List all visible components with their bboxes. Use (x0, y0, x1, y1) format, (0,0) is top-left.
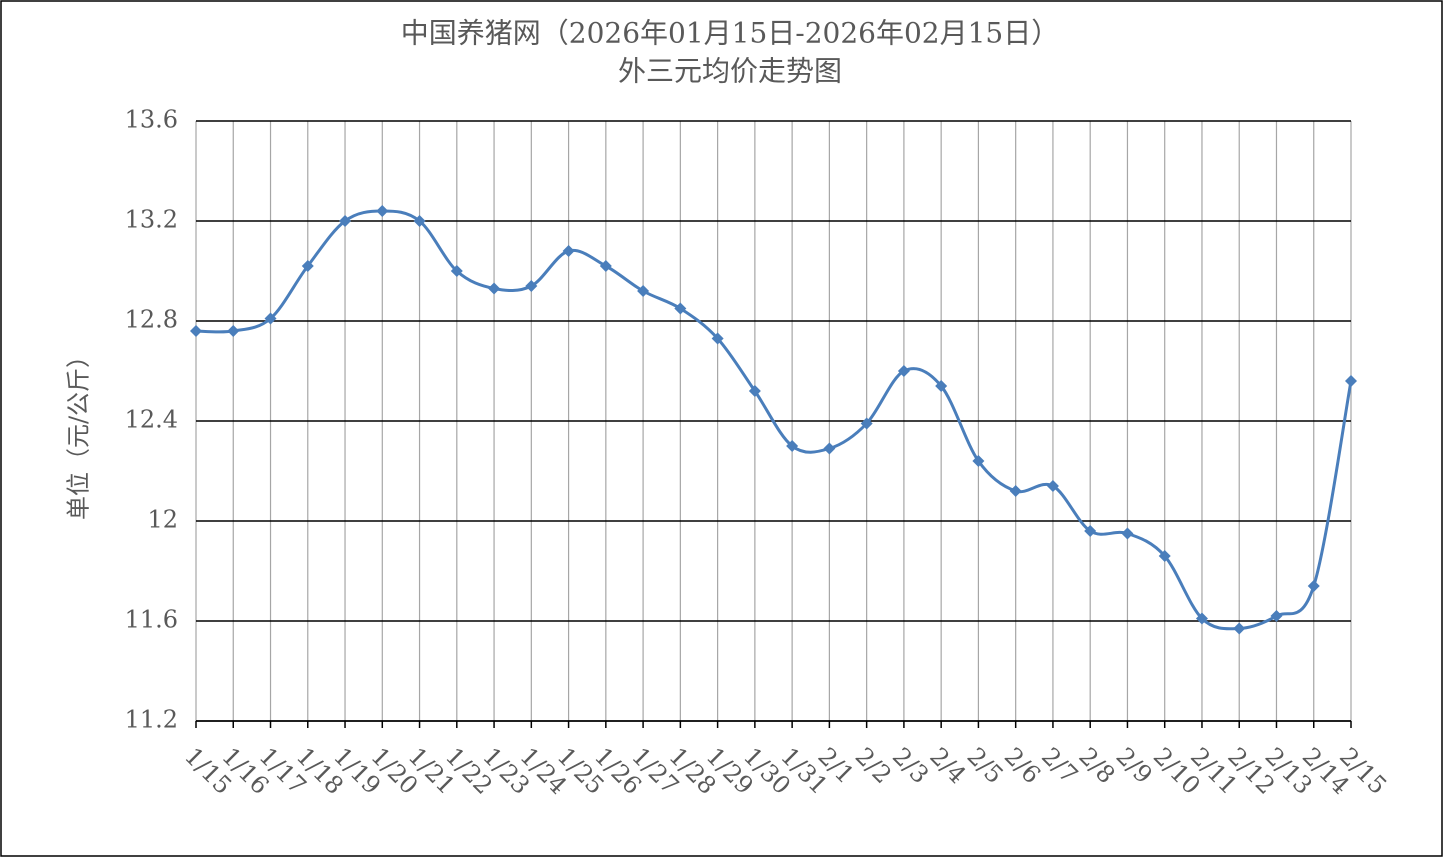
point (1345, 375, 1357, 387)
point (1233, 622, 1246, 635)
y-tick-label: 12.4 (125, 406, 178, 434)
point (1195, 612, 1208, 625)
point (1270, 610, 1283, 622)
point (748, 385, 761, 397)
y-tick-label: 11.6 (125, 606, 178, 634)
point (972, 455, 985, 467)
point (227, 325, 240, 337)
point (935, 380, 948, 392)
point (1084, 525, 1097, 537)
point (1046, 480, 1059, 492)
point (190, 325, 202, 337)
point (786, 440, 799, 452)
point (562, 245, 575, 257)
point (823, 442, 836, 455)
point (674, 302, 687, 315)
y-tick-label: 11.2 (125, 706, 178, 734)
point (1158, 550, 1171, 562)
point (1307, 580, 1320, 592)
point (637, 285, 650, 297)
point (450, 265, 463, 277)
point (525, 280, 538, 292)
y-axis-label: 单位（元/公斤） (65, 344, 93, 520)
point (1009, 485, 1022, 497)
point (488, 282, 501, 295)
chart-title: 中国养猪网（2026年01月15日-2026年02月15日） (401, 17, 1060, 50)
y-tick-label: 13.6 (125, 106, 178, 134)
point (1121, 527, 1134, 540)
point (264, 312, 277, 325)
point (376, 205, 389, 217)
point (301, 260, 314, 272)
point (897, 365, 910, 377)
point (413, 215, 426, 227)
chart-subtitle: 外三元均价走势图 (618, 55, 842, 88)
point (711, 332, 724, 345)
y-tick-label: 13.2 (125, 206, 178, 234)
point (599, 260, 612, 272)
point (860, 417, 873, 430)
point (339, 215, 352, 227)
y-tick-label: 12.8 (125, 306, 178, 334)
y-tick-label: 12 (147, 506, 178, 534)
